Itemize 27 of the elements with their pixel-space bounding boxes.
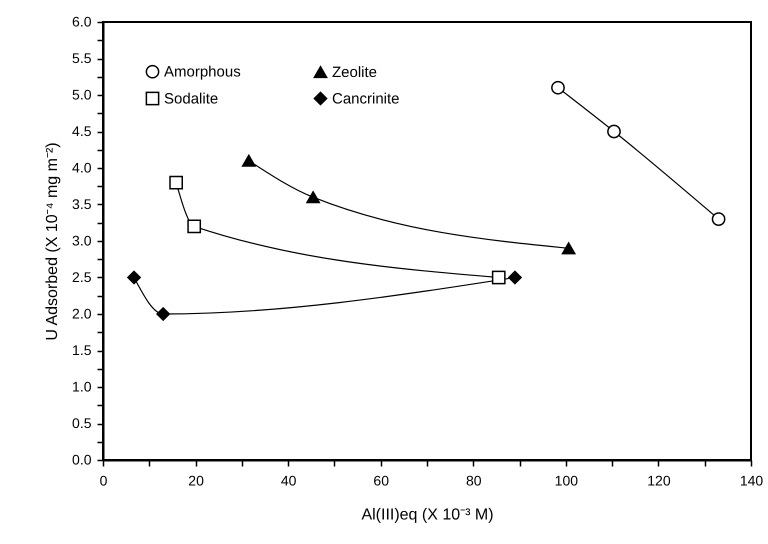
- y-tick-label: 4.5: [72, 123, 92, 139]
- y-axis-title: U Adsorbed (X 10⁻⁴ mg m⁻²): [44, 142, 62, 341]
- x-tick-label: 40: [280, 472, 297, 488]
- y-tick-label: 1.0: [72, 378, 92, 394]
- y-tick-label: 2.5: [72, 269, 92, 285]
- y-tick-label: 1.5: [72, 342, 92, 358]
- x-tick-label: 120: [647, 472, 671, 488]
- x-tick-label: 20: [188, 472, 204, 488]
- y-tick-label: 0.5: [72, 415, 92, 431]
- x-tick-label: 100: [554, 472, 578, 488]
- x-axis-title: Al(III)eq (X 10⁻³ M): [361, 506, 494, 524]
- x-tick-label: 0: [100, 472, 108, 488]
- legend-label: Cancrinite: [332, 90, 400, 108]
- y-tick-label: 4.0: [72, 160, 92, 176]
- legend-label: Amorphous: [164, 64, 241, 81]
- y-tick-label: 2.0: [72, 306, 92, 322]
- y-tick-label: 5.5: [72, 50, 92, 66]
- legend-label: Zeolite: [332, 64, 378, 82]
- x-tick-label: 60: [373, 472, 390, 488]
- x-tick-label: 140: [740, 472, 764, 488]
- y-tick-label: 6.0: [72, 14, 92, 30]
- x-tick-label: 80: [466, 472, 482, 488]
- y-tick-label: 0.0: [72, 452, 92, 468]
- y-tick-label: 3.0: [72, 232, 92, 248]
- y-tick-label: 5.0: [72, 86, 92, 102]
- legend-label: Sodalite: [164, 90, 218, 108]
- y-tick-label: 3.5: [72, 196, 92, 212]
